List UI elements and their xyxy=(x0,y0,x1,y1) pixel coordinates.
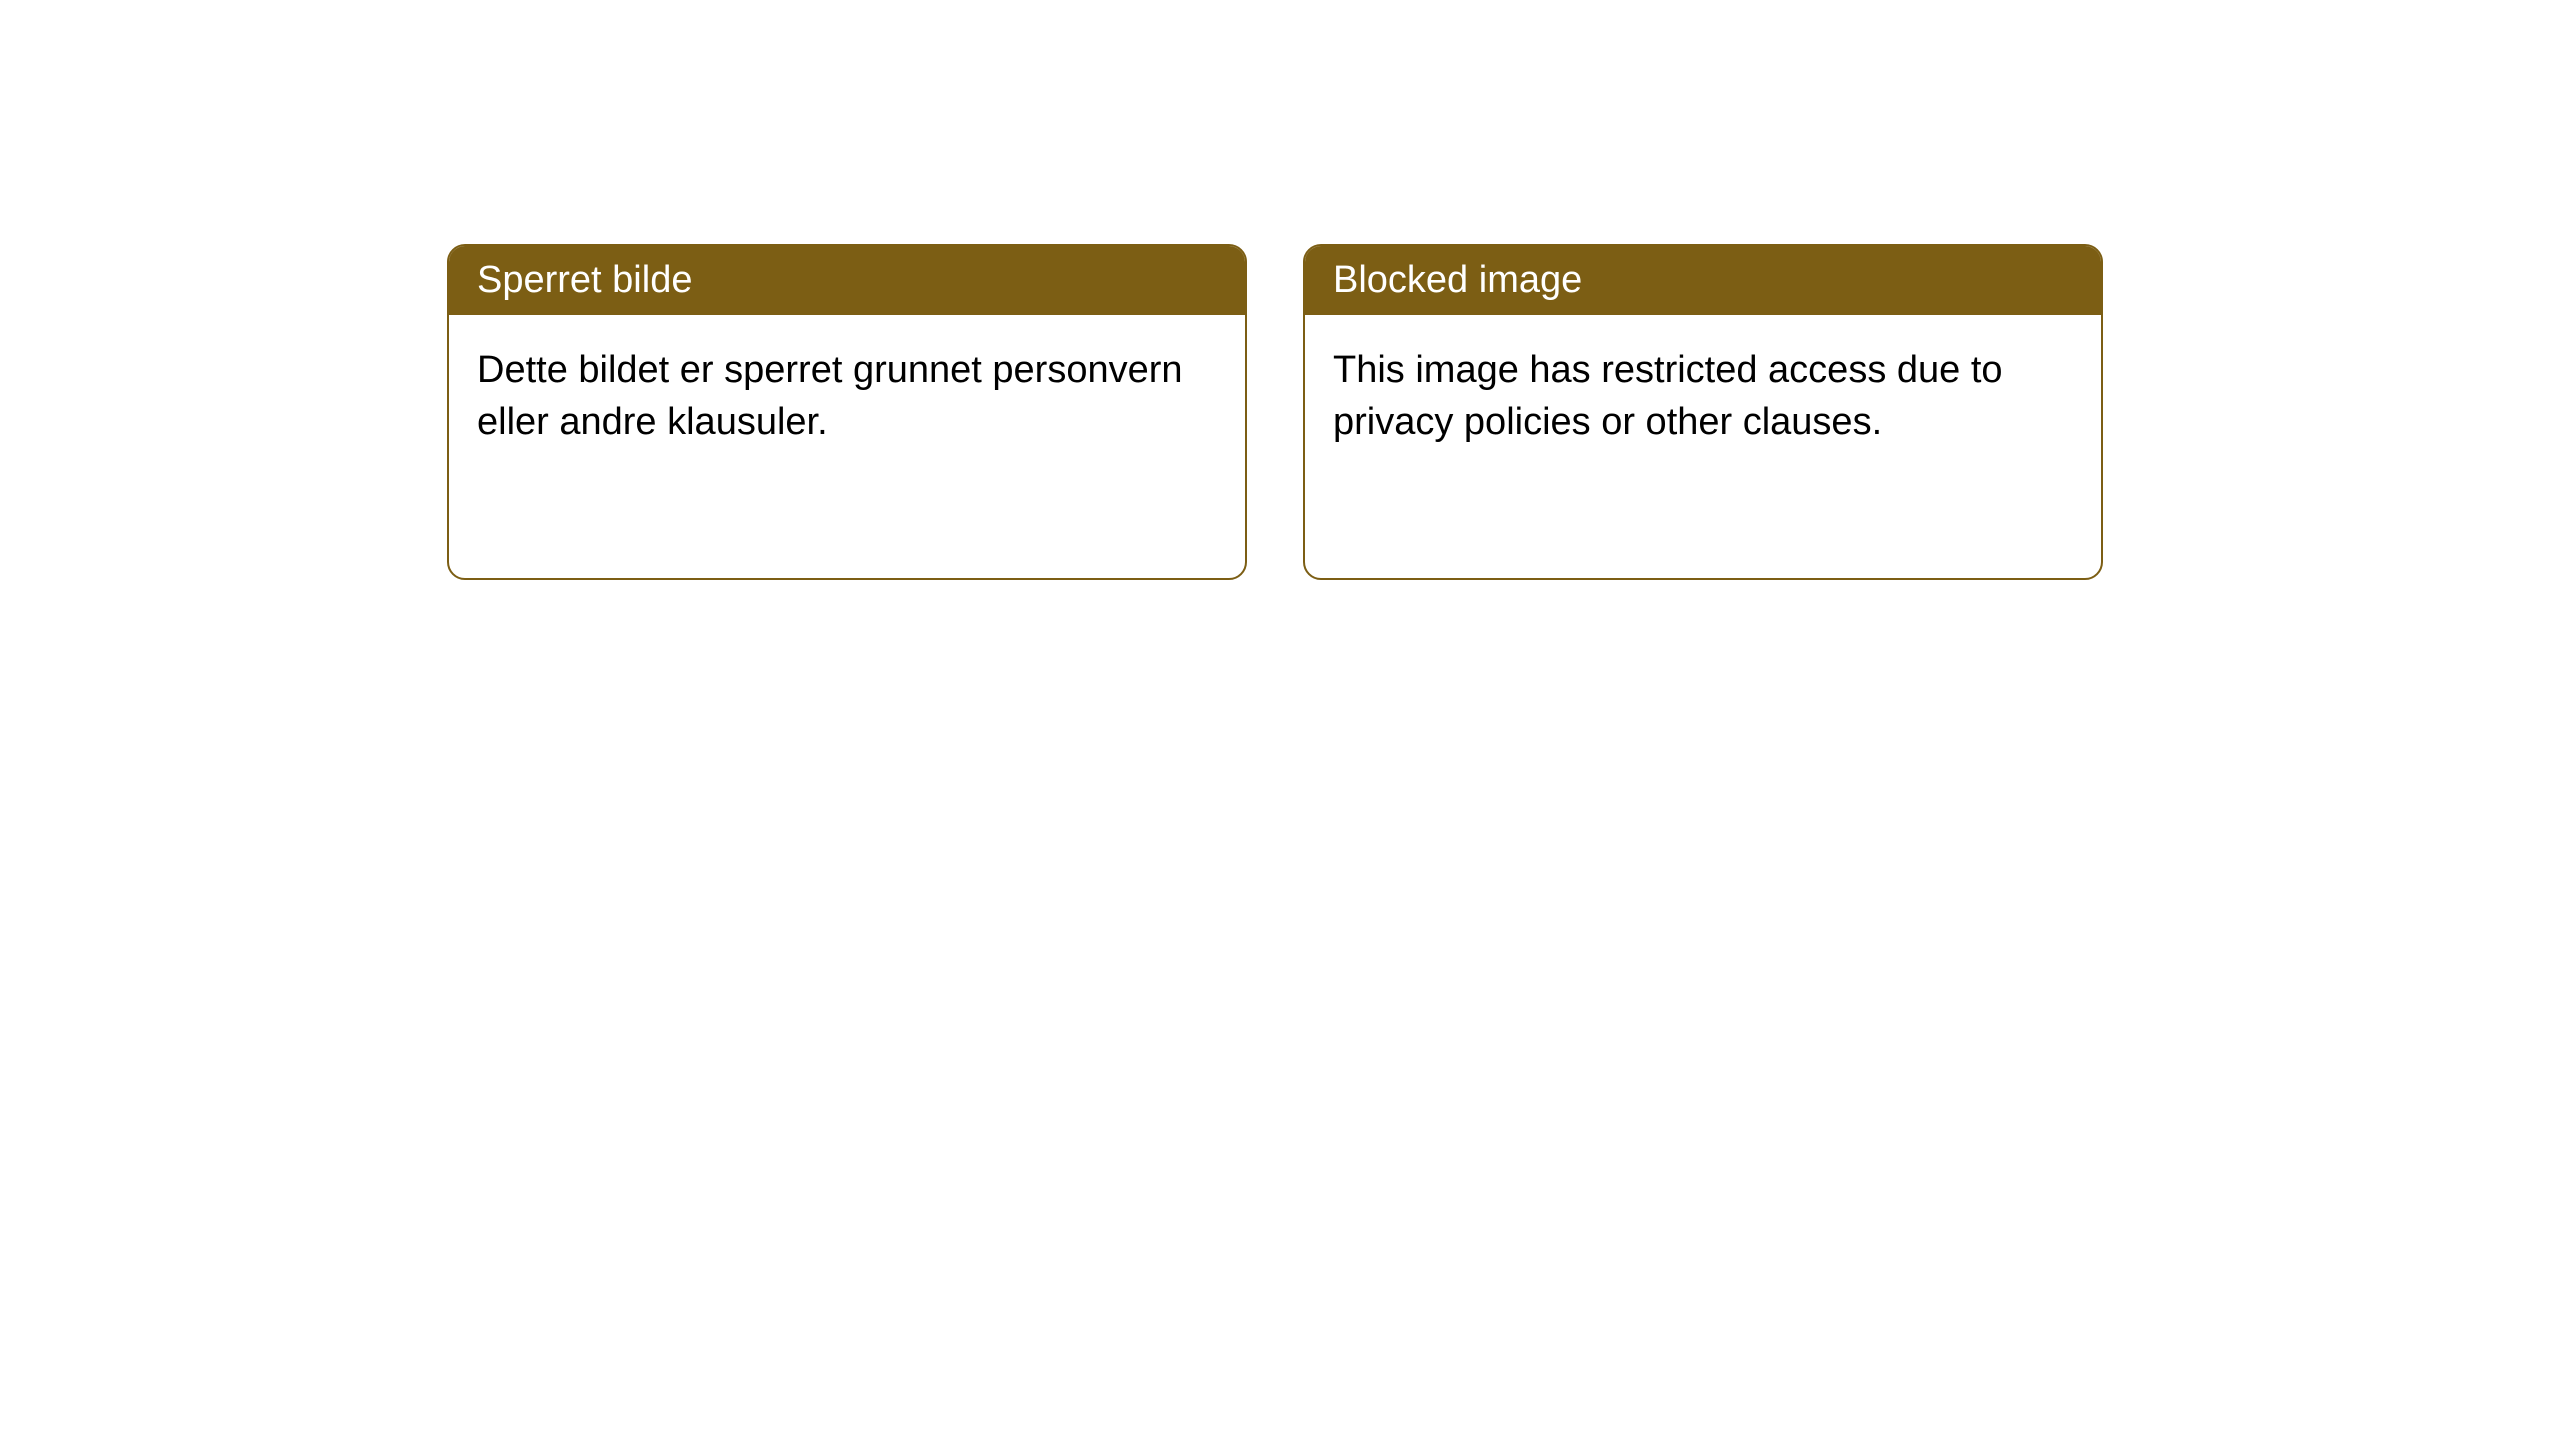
card-title-english: Blocked image xyxy=(1305,246,2101,315)
card-body-english: This image has restricted access due to … xyxy=(1305,315,2101,478)
card-body-norwegian: Dette bildet er sperret grunnet personve… xyxy=(449,315,1245,478)
blocked-image-card-norwegian: Sperret bilde Dette bildet er sperret gr… xyxy=(447,244,1247,580)
blocked-image-card-english: Blocked image This image has restricted … xyxy=(1303,244,2103,580)
card-title-norwegian: Sperret bilde xyxy=(449,246,1245,315)
notice-cards-container: Sperret bilde Dette bildet er sperret gr… xyxy=(447,244,2103,580)
